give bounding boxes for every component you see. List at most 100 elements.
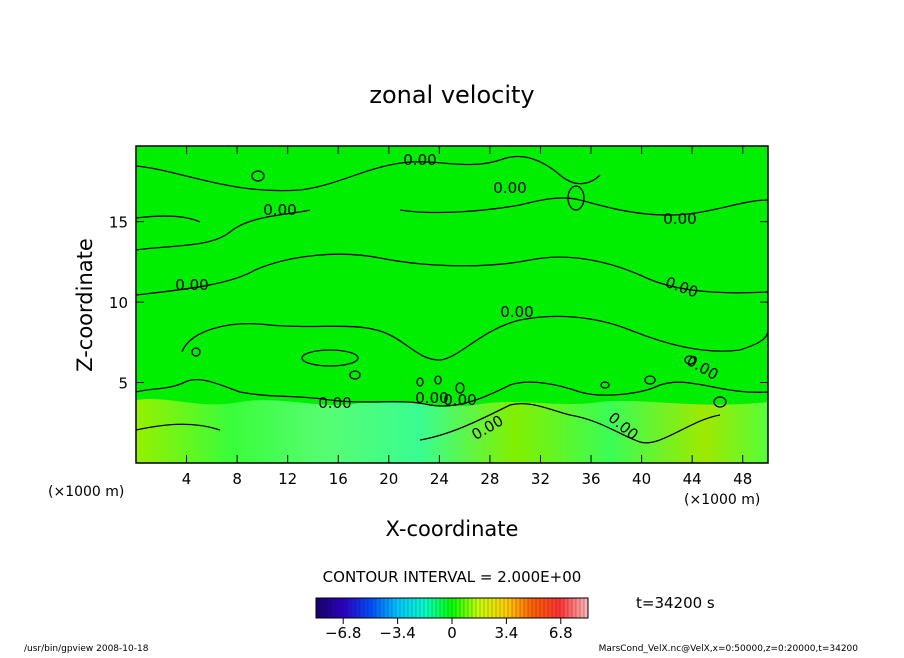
colorbar-cell bbox=[380, 598, 385, 618]
x-unit-left: (×1000 m) bbox=[48, 484, 124, 500]
colorbar-tick-label: 6.8 bbox=[549, 624, 573, 642]
colorbar-cell bbox=[468, 598, 473, 618]
colorbar-cell bbox=[324, 598, 329, 618]
x-axis: 4 8 12 16 20 24 28 32 36 40 44 48 bbox=[182, 146, 752, 488]
colorbar-cell bbox=[528, 598, 533, 618]
x-tick-label: 20 bbox=[379, 470, 398, 488]
colorbar-cell bbox=[520, 598, 525, 618]
colorbar-cell bbox=[444, 598, 449, 618]
colorbar-cell bbox=[320, 598, 325, 618]
colorbar-cell bbox=[384, 598, 389, 618]
contour-label: 0.00 bbox=[403, 151, 436, 169]
colorbar-cell bbox=[492, 598, 497, 618]
contour-label: 0.00 bbox=[663, 210, 696, 228]
colorbar-cell bbox=[352, 598, 357, 618]
x-tick-label: 8 bbox=[232, 470, 242, 488]
x-tick-label: 24 bbox=[430, 470, 449, 488]
colorbar-cell bbox=[576, 598, 581, 618]
contour-label: 0.00 bbox=[500, 303, 533, 321]
contour-interval: CONTOUR INTERVAL = 2.000E+00 bbox=[323, 568, 582, 586]
colorbar-cell bbox=[392, 598, 397, 618]
colorbar-cell bbox=[512, 598, 517, 618]
x-tick-label: 12 bbox=[278, 470, 297, 488]
colorbar-cell bbox=[432, 598, 437, 618]
chart-title: zonal velocity bbox=[369, 81, 534, 109]
colorbar-tick-label: −3.4 bbox=[379, 624, 415, 642]
x-tick-label: 16 bbox=[329, 470, 348, 488]
colorbar-cell bbox=[472, 598, 477, 618]
colorbar-cell bbox=[356, 598, 361, 618]
colorbar-cell bbox=[416, 598, 421, 618]
contour-label: 0.00 bbox=[443, 391, 476, 409]
colorbar-cell bbox=[340, 598, 345, 618]
colorbar-tick-label: 3.4 bbox=[494, 624, 518, 642]
colorbar-cell bbox=[412, 598, 417, 618]
contour-label: 0.00 bbox=[318, 394, 351, 412]
x-tick-label: 36 bbox=[581, 470, 600, 488]
colorbar-cell bbox=[448, 598, 453, 618]
colorbar-cell bbox=[420, 598, 425, 618]
colorbar-cell bbox=[400, 598, 405, 618]
colorbar-cell bbox=[344, 598, 349, 618]
colorbar-cell bbox=[584, 598, 589, 618]
contour-label: 0.00 bbox=[415, 389, 448, 407]
colorbar-cell bbox=[580, 598, 585, 618]
y-tick-label: 10 bbox=[109, 294, 128, 312]
x-tick-label: 32 bbox=[531, 470, 550, 488]
colorbar-cell bbox=[476, 598, 481, 618]
colorbar-cell bbox=[460, 598, 465, 618]
colorbar-cell bbox=[376, 598, 381, 618]
plot-area: 0.000.000.00 0.000.00 0.000.000.00 0.000.00… bbox=[136, 146, 768, 463]
colorbar-cell bbox=[480, 598, 485, 618]
colorbar-cell bbox=[508, 598, 513, 618]
colorbar-cell bbox=[316, 598, 321, 618]
colorbar-cell bbox=[504, 598, 509, 618]
x-tick-label: 4 bbox=[182, 470, 192, 488]
colorbar-cell bbox=[436, 598, 441, 618]
colorbar-cell bbox=[348, 598, 353, 618]
y-axis-label: Z-coordinate bbox=[73, 238, 97, 372]
colorbar-tick-label: 0 bbox=[447, 624, 457, 642]
x-tick-label: 28 bbox=[480, 470, 499, 488]
contour-label: 0.00 bbox=[493, 179, 526, 197]
colorbar-cell bbox=[500, 598, 505, 618]
colorbar-cell bbox=[544, 598, 549, 618]
colorbar-cell bbox=[404, 598, 409, 618]
colorbar-cell bbox=[428, 598, 433, 618]
colorbar-cell bbox=[536, 598, 541, 618]
x-axis-label: X-coordinate bbox=[386, 517, 519, 541]
colorbar-cell bbox=[408, 598, 413, 618]
x-tick-label: 44 bbox=[683, 470, 702, 488]
colorbar-cell bbox=[424, 598, 429, 618]
colorbar-ticks: −6.8 −3.4 0 3.4 6.8 bbox=[325, 618, 573, 642]
colorbar-cell bbox=[524, 598, 529, 618]
footer-left: /usr/bin/gpview 2008-10-18 bbox=[24, 644, 149, 654]
colorbar-cell bbox=[568, 598, 573, 618]
colorbar-cell bbox=[496, 598, 501, 618]
y-tick-label: 15 bbox=[109, 214, 128, 232]
x-unit-right: (×1000 m) bbox=[684, 492, 760, 508]
x-tick-label: 40 bbox=[632, 470, 651, 488]
colorbar-cell bbox=[368, 598, 373, 618]
colorbar-cell bbox=[516, 598, 521, 618]
colorbar-cell bbox=[552, 598, 557, 618]
colorbar bbox=[315, 598, 589, 618]
time-label: t=34200 s bbox=[636, 594, 715, 612]
colorbar-cell bbox=[532, 598, 537, 618]
contour-label: 0.00 bbox=[175, 276, 208, 294]
colorbar-cell bbox=[452, 598, 457, 618]
y-tick-label: 5 bbox=[118, 375, 128, 393]
colorbar-cell bbox=[564, 598, 569, 618]
contour-lines bbox=[136, 155, 768, 444]
colorbar-cell bbox=[396, 598, 401, 618]
colorbar-cell bbox=[440, 598, 445, 618]
colorbar-cell bbox=[372, 598, 377, 618]
colorbar-cell bbox=[364, 598, 369, 618]
colorbar-cell bbox=[464, 598, 469, 618]
colorbar-cell bbox=[548, 598, 553, 618]
colorbar-cell bbox=[332, 598, 337, 618]
colorbar-cell bbox=[572, 598, 577, 618]
colorbar-cell bbox=[488, 598, 493, 618]
plot-frame bbox=[135, 145, 769, 464]
